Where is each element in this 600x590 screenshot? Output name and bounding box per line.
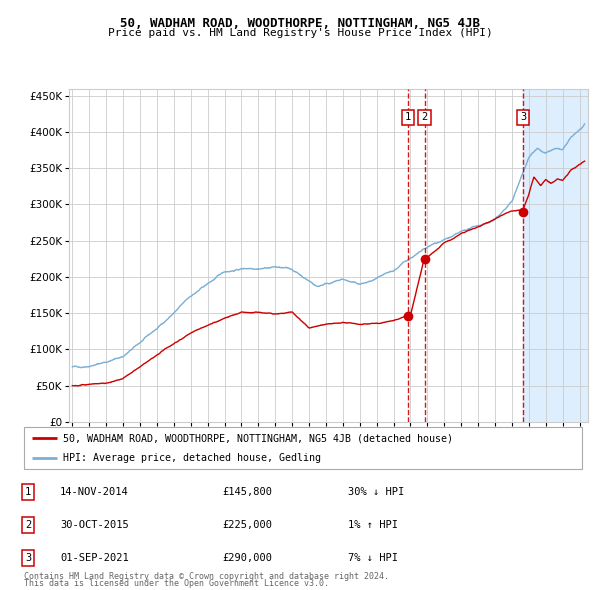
- FancyBboxPatch shape: [24, 427, 582, 469]
- Text: 1: 1: [405, 113, 412, 123]
- Text: £225,000: £225,000: [222, 520, 272, 530]
- Text: £145,800: £145,800: [222, 487, 272, 497]
- Text: 30% ↓ HPI: 30% ↓ HPI: [348, 487, 404, 497]
- Text: 1% ↑ HPI: 1% ↑ HPI: [348, 520, 398, 530]
- Text: Contains HM Land Registry data © Crown copyright and database right 2024.: Contains HM Land Registry data © Crown c…: [24, 572, 389, 581]
- Text: 50, WADHAM ROAD, WOODTHORPE, NOTTINGHAM, NG5 4JB: 50, WADHAM ROAD, WOODTHORPE, NOTTINGHAM,…: [120, 17, 480, 30]
- Bar: [523, 88, 600, 422]
- Text: 30-OCT-2015: 30-OCT-2015: [60, 520, 129, 530]
- Text: 2: 2: [25, 520, 31, 530]
- Text: 2: 2: [421, 113, 428, 123]
- Text: 3: 3: [25, 553, 31, 563]
- Text: 50, WADHAM ROAD, WOODTHORPE, NOTTINGHAM, NG5 4JB (detached house): 50, WADHAM ROAD, WOODTHORPE, NOTTINGHAM,…: [63, 433, 453, 443]
- Text: HPI: Average price, detached house, Gedling: HPI: Average price, detached house, Gedl…: [63, 453, 321, 463]
- Text: 1: 1: [25, 487, 31, 497]
- Text: This data is licensed under the Open Government Licence v3.0.: This data is licensed under the Open Gov…: [24, 579, 329, 588]
- Text: 01-SEP-2021: 01-SEP-2021: [60, 553, 129, 563]
- Text: 7% ↓ HPI: 7% ↓ HPI: [348, 553, 398, 563]
- Text: £290,000: £290,000: [222, 553, 272, 563]
- Text: 14-NOV-2014: 14-NOV-2014: [60, 487, 129, 497]
- Text: 3: 3: [520, 113, 526, 123]
- Text: Price paid vs. HM Land Registry's House Price Index (HPI): Price paid vs. HM Land Registry's House …: [107, 28, 493, 38]
